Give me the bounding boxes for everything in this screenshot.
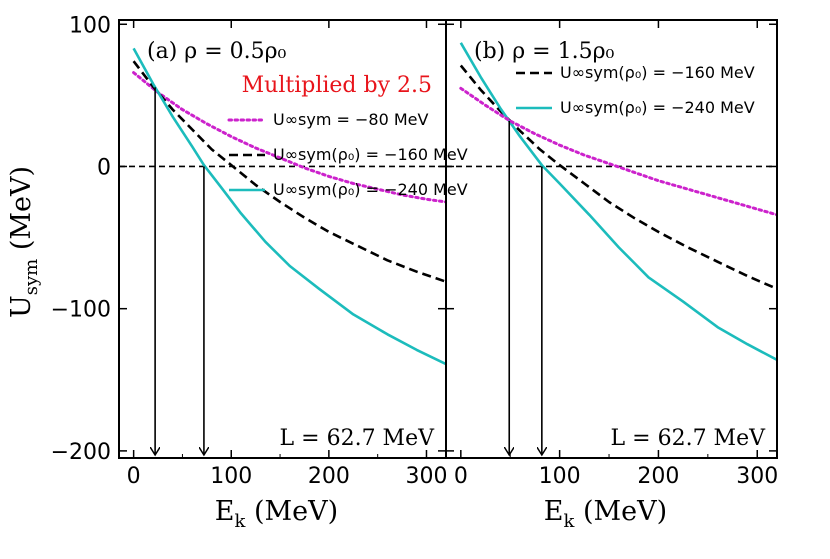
x-tick-label: 200 xyxy=(308,464,350,489)
series-line-solid xyxy=(132,47,446,366)
x-tick-label: 200 xyxy=(637,464,679,489)
legend-label: U∞sym(ρ₀) = −160 MeV xyxy=(560,63,755,82)
x-tick-label: 300 xyxy=(736,464,778,489)
panel-label: (a) ρ = 0.5ρ₀ xyxy=(147,39,287,64)
y-tick-label: −100 xyxy=(51,298,111,323)
panel-a: 0 100 200 300 −200 −100 0 100 Ek (MeV) (a) ρ = 0.… xyxy=(51,13,468,532)
multiplier-annotation: Multiplied by 2.5 xyxy=(242,73,432,98)
x-tick-label: 300 xyxy=(405,464,447,489)
legend-label: U∞sym(ρ₀) = −240 MeV xyxy=(273,180,468,199)
x-axis-label: Ek (MeV) xyxy=(215,496,338,532)
y-axis-label: Usym (MeV) xyxy=(6,166,42,318)
series-line-solid xyxy=(459,42,777,362)
y-tick-label: 0 xyxy=(97,155,111,180)
legend-label: U∞sym(ρ₀) = −160 MeV xyxy=(273,145,468,164)
panel-label: (b) ρ = 1.5ρ₀ xyxy=(474,39,615,64)
x-tick-label: 0 xyxy=(454,464,468,489)
plot-frame xyxy=(445,19,778,459)
y-tick-label: −200 xyxy=(51,440,111,465)
x-axis-label: Ek (MeV) xyxy=(544,496,667,532)
y-tick-label: 100 xyxy=(69,13,111,38)
series-line-dotted xyxy=(459,86,777,217)
series-group xyxy=(459,42,777,362)
series-line-dashed xyxy=(132,60,446,283)
series-group xyxy=(132,47,446,366)
l-value-label: L = 62.7 MeV xyxy=(611,426,767,451)
legend-label: U∞sym = −80 MeV xyxy=(273,110,429,129)
x-tick-label: 0 xyxy=(127,464,141,489)
x-tick-label: 100 xyxy=(539,464,581,489)
panel-b: 0 100 200 300 Ek (MeV) (b) ρ = 1.5ρ₀ L = 62.7 … xyxy=(445,19,778,532)
series-line-dotted xyxy=(132,71,446,204)
l-value-label: L = 62.7 MeV xyxy=(280,426,436,451)
legend-label: U∞sym(ρ₀) = −240 MeV xyxy=(560,98,755,117)
x-tick-label: 100 xyxy=(210,464,252,489)
